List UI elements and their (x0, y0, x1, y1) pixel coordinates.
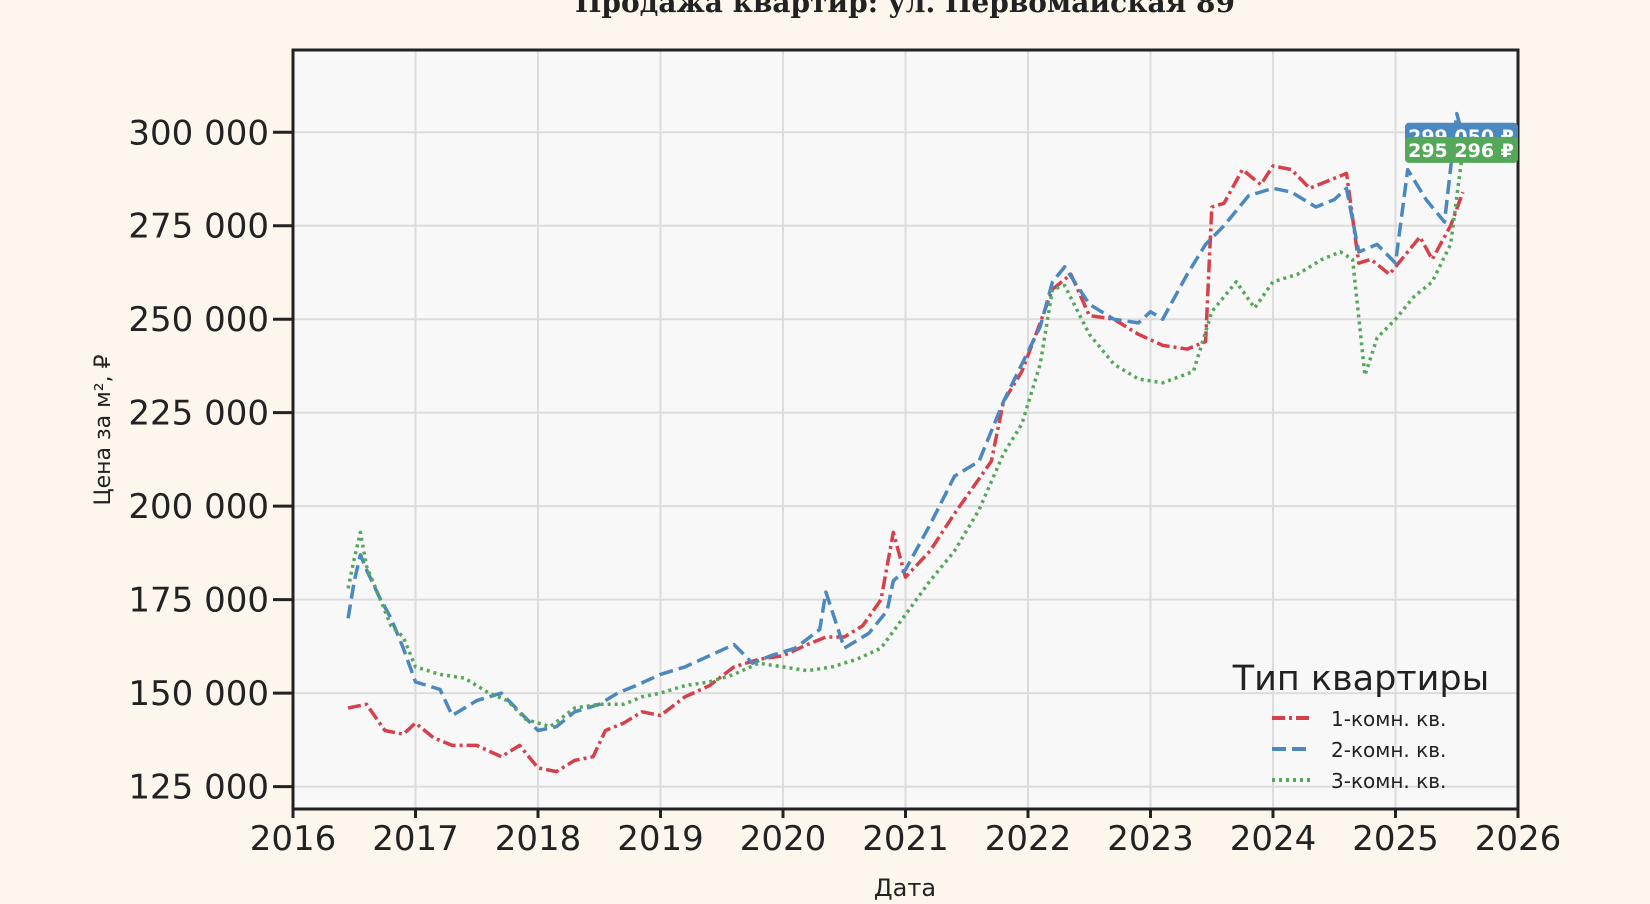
end-value-labels: 299 050 ₽295 296 ₽ (1405, 122, 1518, 163)
y-tick-label: 125 000 (128, 768, 269, 808)
end-label-series-3: 295 296 ₽ (1405, 136, 1518, 163)
legend-title: Тип квартиры (1232, 659, 1490, 699)
legend-label-1room: 1-комн. кв. (1331, 707, 1446, 731)
y-axis: 125 000 150 000 175 000 200 000 225 000 250 0… (128, 113, 293, 808)
y-axis-label: Цена за м², ₽ (91, 354, 116, 505)
y-tick-label: 250 000 (128, 300, 269, 340)
x-tick-label: 2022 (985, 819, 1072, 859)
y-tick-label: 300 000 (128, 113, 269, 153)
end-label-box (1405, 136, 1518, 163)
y-tick-label: 175 000 (128, 581, 269, 621)
end-label-text: 295 296 ₽ (1408, 140, 1514, 162)
x-tick-label: 2025 (1352, 819, 1439, 859)
x-tick-label: 2021 (862, 819, 949, 859)
series-line-2 (346, 111, 1465, 733)
legend: Тип квартиры 1-комн. кв. 2-комн. кв. 3-к… (1232, 659, 1490, 793)
x-tick-label: 2023 (1107, 819, 1194, 859)
y-tick-label: 225 000 (128, 394, 269, 434)
y-tick-label: 275 000 (128, 207, 269, 247)
x-tick-label: 2016 (250, 819, 337, 859)
x-tick-label: 2024 (1230, 819, 1317, 859)
x-tick-label: 2017 (372, 819, 459, 859)
chart-title: Продажа квартир: ул. Первомайская 89 (575, 0, 1235, 19)
series-lines (346, 111, 1465, 774)
legend-label-3room: 3-комн. кв. (1331, 769, 1446, 793)
x-tick-label: 2026 (1475, 819, 1562, 859)
x-tick-label: 2020 (740, 819, 827, 859)
x-tick-label: 2018 (495, 819, 582, 859)
series-line-1 (347, 164, 1465, 774)
y-tick-label: 150 000 (128, 674, 269, 714)
x-axis-label: Дата (874, 874, 936, 900)
x-tick-label: 2019 (617, 819, 704, 859)
y-tick-label: 200 000 (128, 487, 269, 527)
x-axis: 2016 2017 2018 2019 2020 2021 2022 2023 2024 2025… (250, 809, 1562, 859)
legend-label-2room: 2-комн. кв. (1331, 738, 1446, 762)
